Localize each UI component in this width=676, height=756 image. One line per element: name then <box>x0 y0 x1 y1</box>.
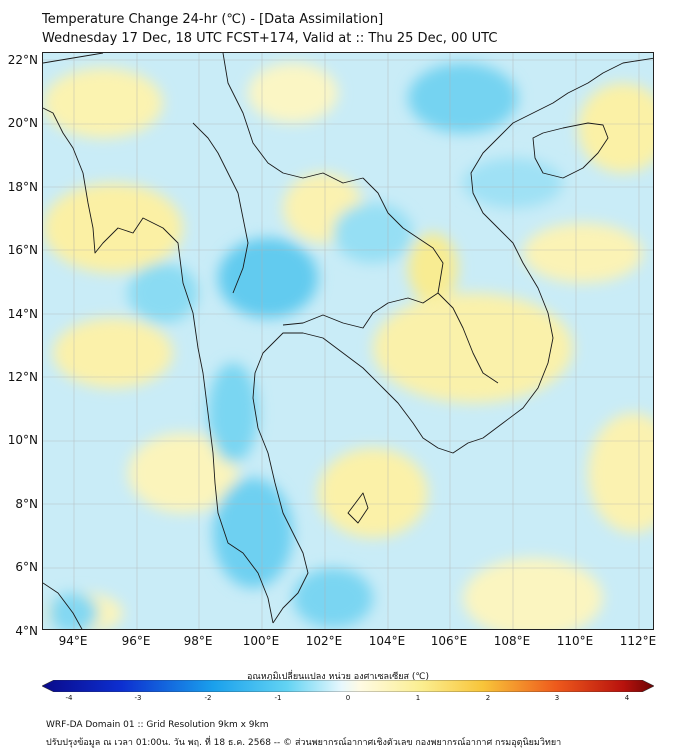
lon-label: 110°E <box>556 634 594 648</box>
lat-label: 16°N <box>7 243 38 257</box>
lat-label: 6°N <box>15 560 38 574</box>
map-panel[interactable] <box>42 52 654 630</box>
lat-label: 22°N <box>7 53 38 67</box>
colorbar-tick: 2 <box>485 694 491 702</box>
colorbar <box>42 680 654 692</box>
colorbar-tick: -4 <box>65 694 73 702</box>
lon-label: 94°E <box>58 634 88 648</box>
lat-label: 20°N <box>7 116 38 130</box>
chart-title: Temperature Change 24-hr (℃) - [Data Ass… <box>42 12 384 27</box>
lon-label: 104°E <box>368 634 406 648</box>
chart-subtitle: Wednesday 17 Dec, 18 UTC FCST+174, Valid… <box>42 31 498 46</box>
lat-label: 4°N <box>15 624 38 638</box>
colorbar-tick: -3 <box>134 694 142 702</box>
lon-label: 98°E <box>183 634 213 648</box>
lon-label: 106°E <box>430 634 468 648</box>
colorbar-tick: 3 <box>554 694 560 702</box>
map-canvas <box>43 53 653 629</box>
colorbar-tick: 0 <box>345 694 351 702</box>
lon-label: 96°E <box>121 634 151 648</box>
lon-label: 112°E <box>619 634 657 648</box>
colorbar-tick: -1 <box>274 694 282 702</box>
lat-label: 18°N <box>7 180 38 194</box>
lat-label: 10°N <box>7 433 38 447</box>
colorbar-title: อุณหภูมิเปลี่ยนแปลง หน่วย องศาเซลเซียส (… <box>246 672 430 682</box>
temperature-field <box>43 63 653 629</box>
lon-label: 100°E <box>242 634 280 648</box>
lat-label: 12°N <box>7 370 38 384</box>
footer-model-info: WRF-DA Domain 01 :: Grid Resolution 9km … <box>46 720 269 730</box>
colorbar-tick: 1 <box>415 694 421 702</box>
lat-label: 14°N <box>7 307 38 321</box>
coastlines <box>43 53 653 629</box>
lat-label: 8°N <box>15 497 38 511</box>
lon-label: 102°E <box>305 634 343 648</box>
colorbar-tick: 4 <box>624 694 630 702</box>
lon-label: 108°E <box>493 634 531 648</box>
footer-credits: ปรับปรุงข้อมูล ณ เวลา 01:00น. วัน พฤ. ที… <box>46 738 562 748</box>
graticule <box>43 53 653 629</box>
colorbar-tick: -2 <box>204 694 212 702</box>
